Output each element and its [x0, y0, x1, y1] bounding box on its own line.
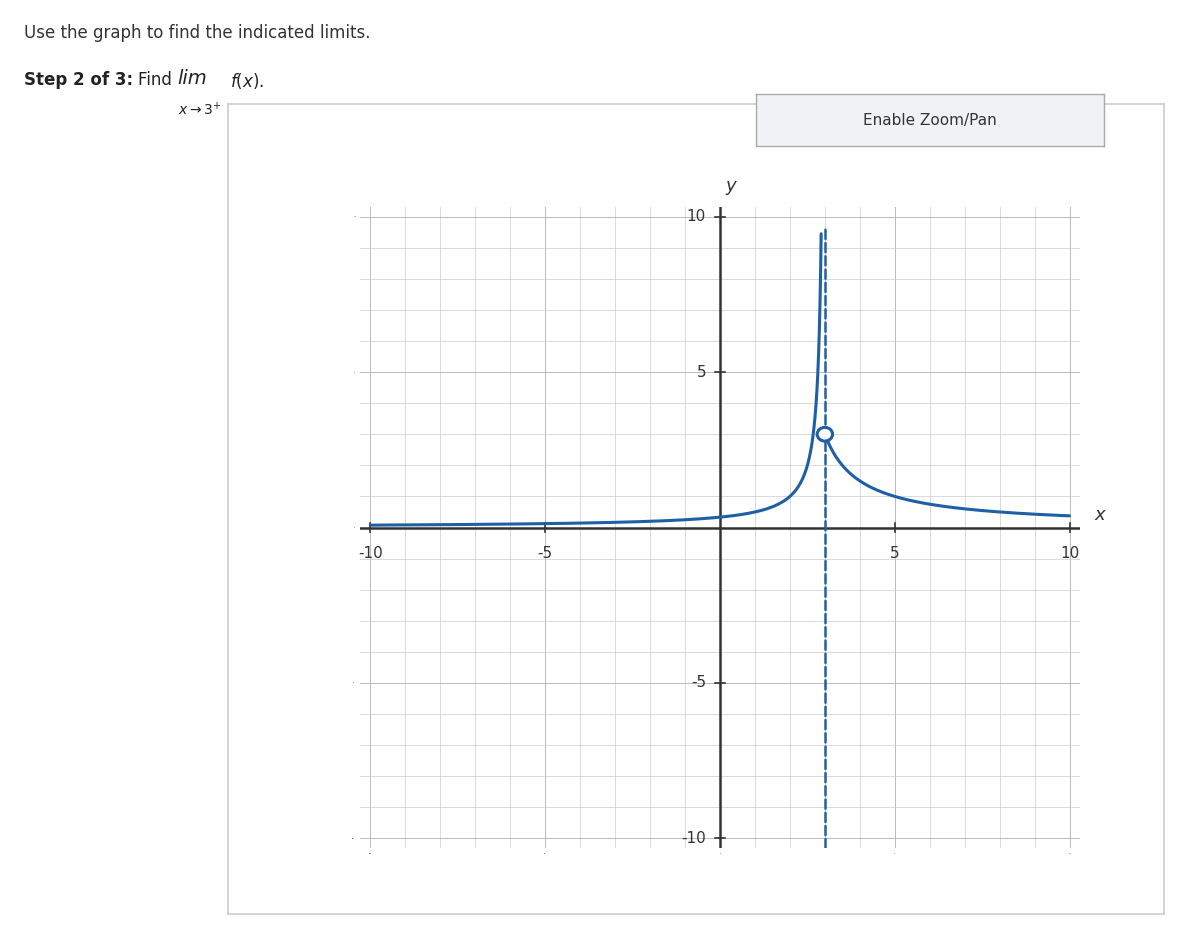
Text: $f(x).$: $f(x).$: [230, 71, 264, 90]
Circle shape: [817, 428, 833, 441]
Text: 5: 5: [890, 546, 900, 561]
Text: -10: -10: [358, 546, 383, 561]
Text: Step 2 of 3:: Step 2 of 3:: [24, 71, 133, 89]
Text: y: y: [725, 177, 736, 195]
Text: Enable Zoom/Pan: Enable Zoom/Pan: [863, 113, 997, 127]
Text: Use the graph to find the indicated limits.: Use the graph to find the indicated limi…: [24, 24, 371, 41]
Text: -5: -5: [691, 675, 706, 690]
Text: 5: 5: [696, 365, 706, 380]
Text: -10: -10: [682, 831, 706, 846]
Text: -5: -5: [538, 546, 553, 561]
Text: Find: Find: [138, 71, 178, 89]
Text: x: x: [1094, 506, 1105, 524]
Text: 10: 10: [1060, 546, 1079, 561]
Text: 10: 10: [686, 209, 706, 224]
Text: lim: lim: [178, 70, 208, 89]
Text: $x\rightarrow3^{+}$: $x\rightarrow3^{+}$: [178, 101, 221, 118]
Text: Bold: Bold: [499, 314, 533, 329]
